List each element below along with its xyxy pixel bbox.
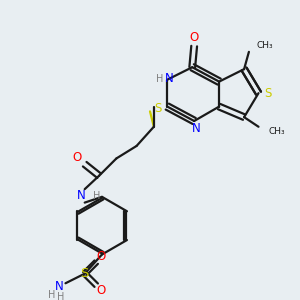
Text: CH₃: CH₃ [256,40,273,50]
Text: O: O [190,31,199,44]
Text: O: O [96,284,106,298]
Text: S: S [154,102,161,115]
Text: N: N [192,122,200,135]
Text: H: H [48,290,56,300]
Text: S: S [264,87,272,100]
Text: O: O [96,250,106,263]
Text: N: N [165,72,174,85]
Text: O: O [72,151,82,164]
Text: N: N [56,280,64,292]
Text: H: H [92,191,100,201]
Text: H: H [156,74,163,84]
Text: S: S [80,267,89,280]
Text: CH₃: CH₃ [268,127,285,136]
Text: H: H [57,292,64,300]
Text: N: N [76,189,85,203]
